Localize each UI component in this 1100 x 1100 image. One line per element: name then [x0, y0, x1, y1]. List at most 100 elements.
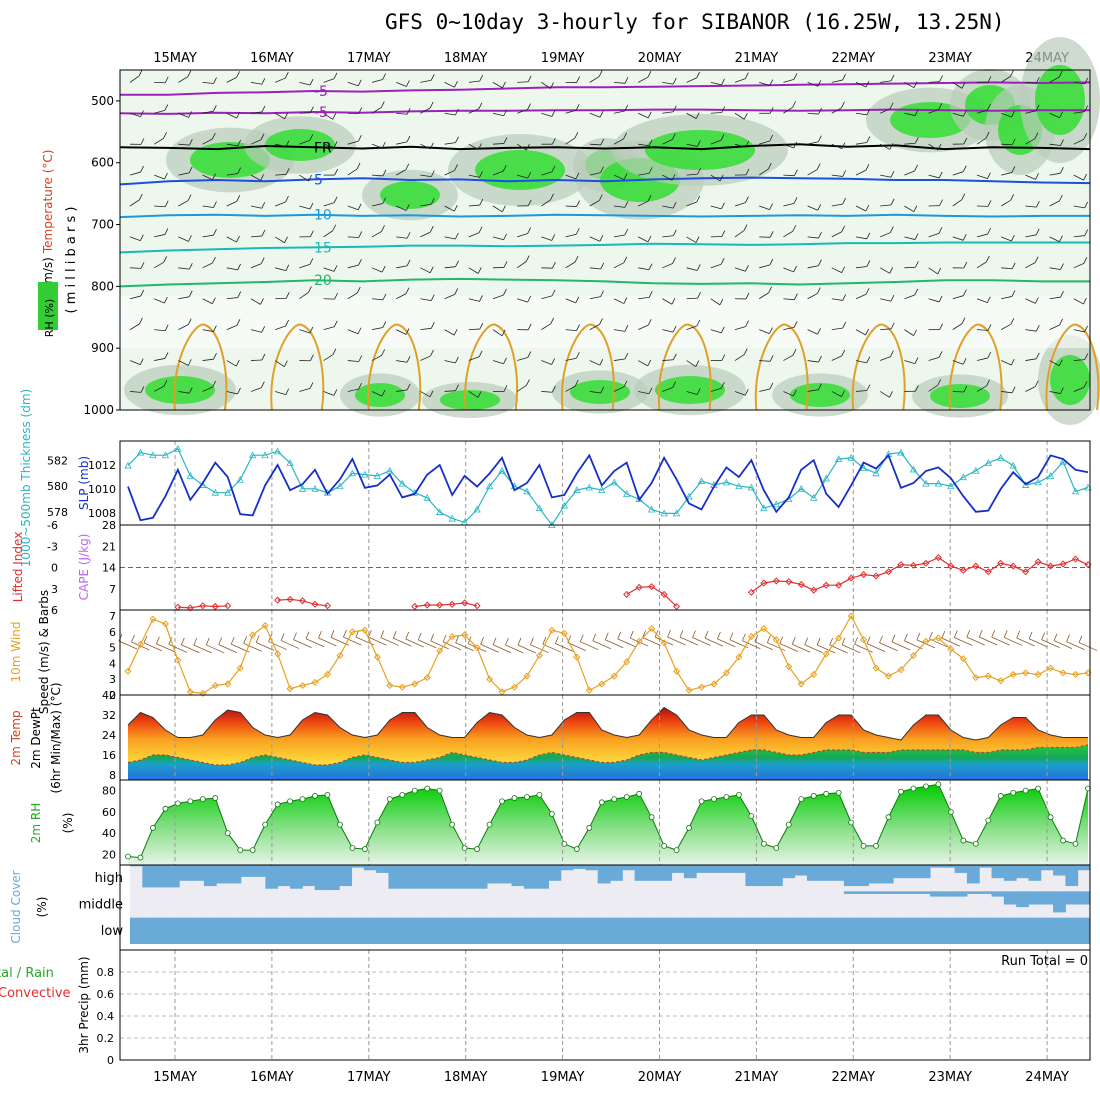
wind-barb-flag: [720, 382, 725, 389]
surface-wind-barb-flag: [804, 637, 809, 645]
wind-barb: [396, 169, 407, 176]
wind-barb-flag: [1084, 229, 1089, 236]
wind-barb: [638, 112, 649, 119]
wind-barb: [371, 267, 383, 273]
wind-barb-flag: [430, 142, 434, 150]
wind-barb: [565, 137, 576, 145]
lifted-index-point: [847, 574, 855, 582]
wind-barb-flag: [672, 105, 677, 112]
wind-barb: [129, 267, 142, 269]
surface-wind-barb: [941, 637, 961, 647]
cloud-cell-low: [425, 917, 439, 944]
wind-barb: [299, 264, 310, 269]
cloud-cell-low: [720, 917, 734, 944]
lifted-index-point: [286, 595, 294, 603]
rh-ylabel-text: 2m RH: [29, 803, 43, 844]
wind-barb-flag: [213, 353, 217, 360]
wind-barb-flag: [212, 297, 216, 304]
cloud-cell-low: [314, 917, 328, 944]
wind-barb: [710, 263, 722, 269]
isotherm-line: [119, 241, 1090, 254]
wind-barb: [662, 81, 674, 85]
wind-barb-flag: [963, 385, 968, 393]
wind-barb: [831, 327, 843, 331]
lifted-index-point: [797, 580, 805, 589]
wind-barb-flag: [334, 292, 338, 300]
wind-barb: [1001, 296, 1013, 300]
surface-wind-barb-flag: [392, 631, 397, 639]
wind-barb: [904, 329, 914, 336]
rh-point: [174, 800, 181, 807]
wind-barb: [880, 204, 892, 207]
surface-wind-barb: [143, 642, 163, 652]
wind-barb-flag: [405, 163, 410, 170]
cloud-cell-high: [351, 865, 365, 868]
wind-barb-flag: [139, 317, 143, 325]
rh-point: [125, 853, 131, 860]
cloud-cell-middle: [942, 891, 956, 897]
wind-barb: [589, 143, 601, 146]
wind-barb-flag: [914, 288, 919, 296]
slp-ylabel-text: SLP (mb): [77, 456, 91, 510]
wind-barb-flag: [1010, 194, 1014, 201]
temp-ylabel-text: 2m DewPt: [29, 707, 43, 769]
wind-speed-point: [361, 626, 369, 634]
rh-point: [1060, 837, 1066, 844]
wind-barb-flag: [768, 286, 772, 294]
surface-wind-barb: [118, 640, 138, 650]
wind-barb-flag: [600, 138, 605, 146]
surface-wind-barb: [168, 644, 188, 653]
wind-barb-flag: [478, 226, 483, 233]
wind-barb-flag: [794, 169, 798, 176]
wind-barb-flag: [382, 73, 386, 80]
wind-barb-flag: [889, 102, 894, 109]
wind-barb-flag: [648, 139, 653, 146]
wind-barb: [396, 236, 408, 239]
wind-barb-flag: [647, 194, 652, 202]
surface-wind-barb: [891, 641, 911, 651]
cloud-cell-low: [462, 917, 476, 944]
wind-barb: [541, 323, 551, 330]
wind-barb-flag: [816, 287, 821, 294]
lifted-index-point: [311, 600, 319, 608]
wind-barb-flag: [792, 349, 797, 356]
wind-barb: [129, 75, 140, 83]
wind-barb-flag: [503, 357, 507, 364]
rh-point: [985, 817, 992, 824]
lifted-index-point: [411, 602, 419, 610]
wind-barb: [783, 298, 795, 301]
cloud-cell-low: [659, 917, 673, 944]
wind-barb-flag: [624, 228, 629, 236]
wind-speed-point: [610, 672, 618, 680]
wind-barb-flag: [575, 296, 580, 304]
wind-barb-flag: [309, 202, 314, 210]
wind-barb-flag: [454, 356, 459, 364]
wind-barb: [686, 77, 697, 83]
precip-panel: [119, 949, 1091, 1061]
wind-barb: [638, 76, 649, 83]
cloud-cell-low: [733, 917, 746, 944]
lifted-index-point: [835, 581, 843, 589]
wind-barb: [613, 386, 625, 392]
wind-barb-flag: [382, 321, 387, 328]
wind-barb: [710, 139, 722, 145]
rh-point: [661, 842, 668, 849]
wind-barb: [444, 205, 455, 212]
wind-barb: [154, 205, 166, 208]
cloud-cell-low: [437, 917, 451, 944]
lifted-index-point: [884, 568, 893, 576]
cloud-ylabel-text: Cloud Cover: [9, 870, 23, 943]
cloud-cell-middle: [1077, 891, 1091, 905]
surface-wind-barb-flag: [692, 630, 696, 638]
surface-wind-barb: [1016, 637, 1035, 647]
date-label-bottom: 15MAY: [153, 1070, 197, 1085]
wind-barb-flag: [1010, 318, 1015, 325]
wind-barb-flag: [236, 111, 241, 119]
wind-barb-flag: [648, 263, 653, 270]
wind-barb-flag: [914, 164, 918, 172]
surface-wind-barb-flag: [480, 637, 484, 645]
wind-barb-flag: [1011, 138, 1016, 145]
cloud-cell-high: [782, 865, 796, 879]
thickness-point: [672, 509, 681, 517]
wind-barb-flag: [1010, 70, 1014, 77]
